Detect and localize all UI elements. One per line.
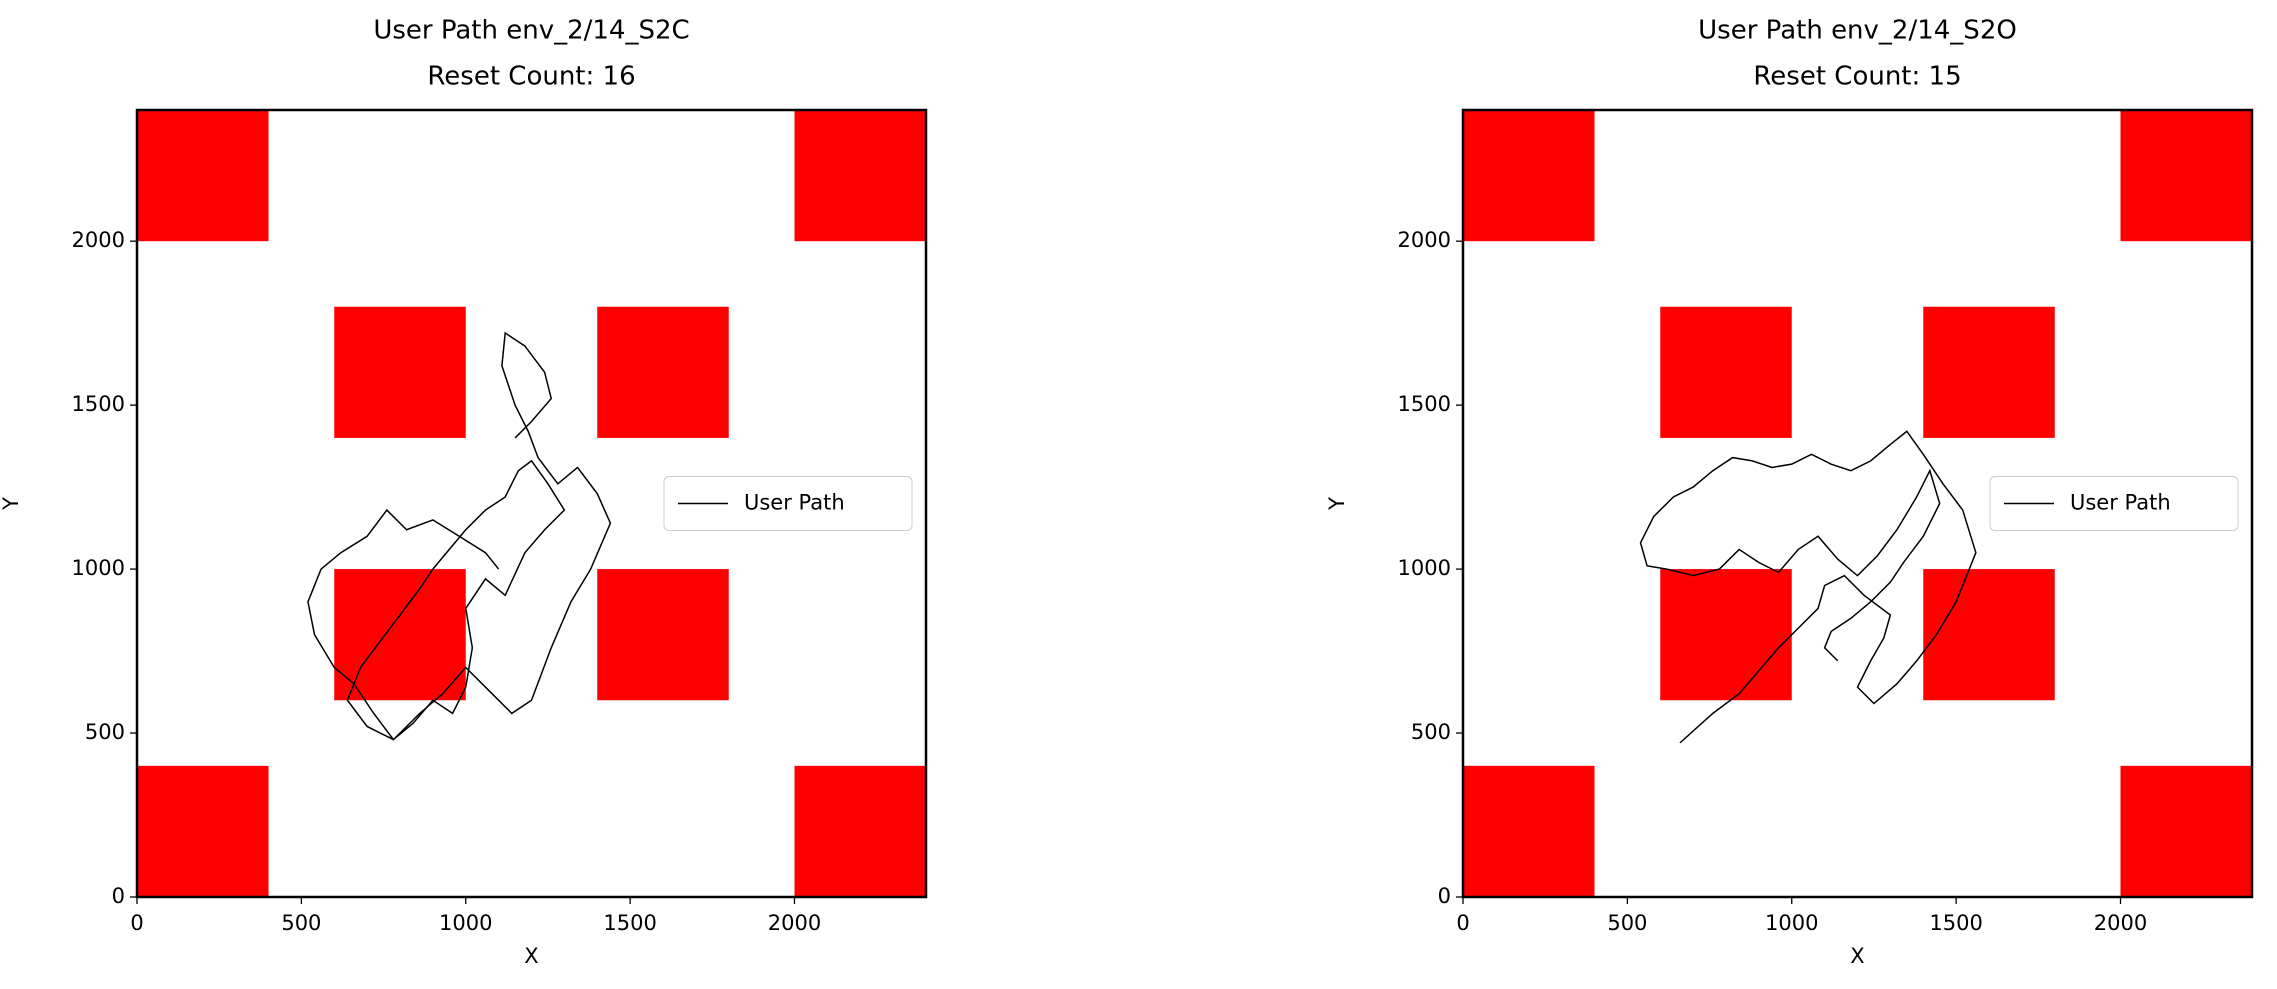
obstacle xyxy=(137,110,269,242)
y-tick-label: 1500 xyxy=(1398,392,1451,416)
legend-label: User Path xyxy=(744,491,845,515)
axes-frame xyxy=(1461,108,2254,899)
x-tick-label: 1500 xyxy=(1929,911,1982,935)
y-tick-label: 0 xyxy=(1438,884,1451,908)
legend-box xyxy=(663,476,913,531)
y-tick-label: 2000 xyxy=(1398,228,1451,252)
x-tick-label: 0 xyxy=(1456,911,1469,935)
obstacle xyxy=(137,765,269,897)
x-tick-label: 2000 xyxy=(768,911,821,935)
x-axis-label: X xyxy=(524,944,538,968)
obstacle xyxy=(1660,569,1792,701)
obstacle xyxy=(597,569,729,701)
obstacle xyxy=(597,306,729,438)
y-tick-label: 1000 xyxy=(1398,556,1451,580)
y-axis-label: Y xyxy=(1325,497,1349,511)
x-tick-label: 0 xyxy=(130,911,143,935)
x-tick-label: 1500 xyxy=(603,911,656,935)
x-tick-label: 2000 xyxy=(2094,911,2147,935)
obstacle xyxy=(1463,765,1595,897)
obstacle xyxy=(334,569,466,701)
y-axis-label: Y xyxy=(0,497,23,511)
chart-title: User Path env_2/14_S2O xyxy=(1698,16,2017,46)
x-tick-label: 1000 xyxy=(1765,911,1818,935)
axes-frame xyxy=(135,108,928,899)
obstacle xyxy=(1923,306,2055,438)
obstacle xyxy=(1660,306,1792,438)
y-tick-label: 0 xyxy=(112,884,125,908)
obstacle xyxy=(1463,110,1595,242)
chart-subtitle: Reset Count: 16 xyxy=(427,62,635,92)
obstacle xyxy=(794,765,926,897)
x-axis-label: X xyxy=(1850,944,1864,968)
x-tick-label: 1000 xyxy=(439,911,492,935)
y-tick-label: 500 xyxy=(85,720,125,744)
chart-subtitle: Reset Count: 15 xyxy=(1753,62,1961,92)
y-tick-label: 1000 xyxy=(72,556,125,580)
x-tick-label: 500 xyxy=(281,911,321,935)
obstacle xyxy=(2120,765,2252,897)
obstacle xyxy=(1923,569,2055,701)
chart-title: User Path env_2/14_S2C xyxy=(373,16,689,46)
y-tick-label: 1500 xyxy=(72,392,125,416)
y-tick-label: 500 xyxy=(1411,720,1451,744)
obstacle xyxy=(794,110,926,242)
obstacle xyxy=(334,306,466,438)
user-path xyxy=(1639,430,1977,744)
obstacle xyxy=(2120,110,2252,242)
user-path xyxy=(307,331,612,741)
x-tick-label: 500 xyxy=(1607,911,1647,935)
y-tick-label: 2000 xyxy=(72,228,125,252)
legend-label: User Path xyxy=(2070,491,2171,515)
legend-box xyxy=(1989,476,2239,531)
